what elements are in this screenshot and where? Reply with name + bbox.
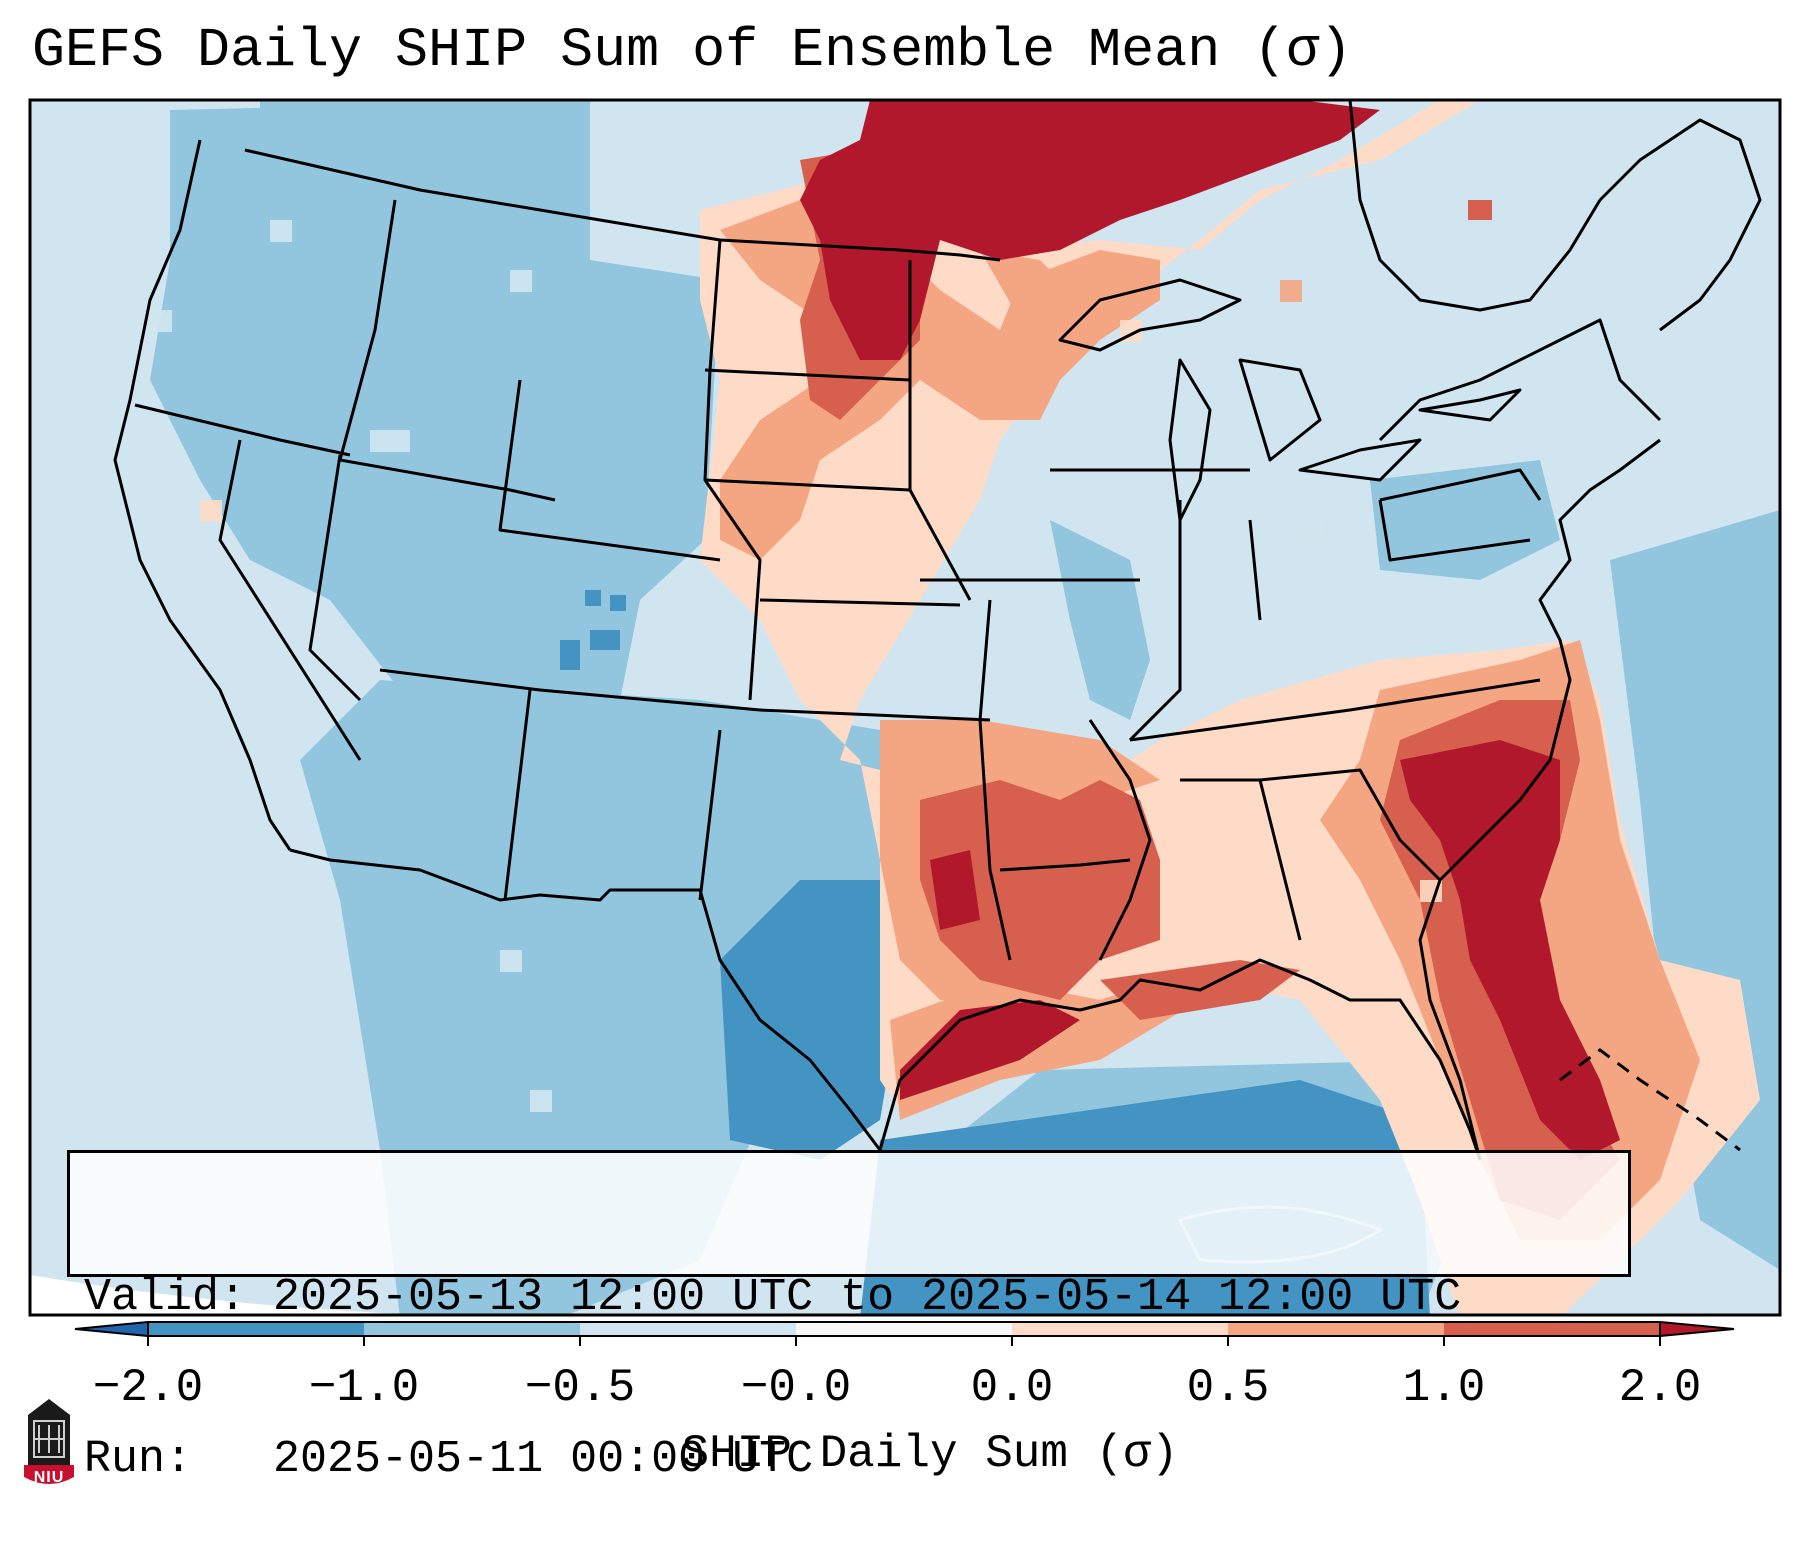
colorbar-tick-label: −0.0 bbox=[740, 1362, 852, 1414]
valid-run-info-box: Valid: 2025-05-13 12:00 UTC to 2025-05-1… bbox=[67, 1150, 1631, 1485]
map-panel bbox=[30, 100, 1780, 1315]
political-boundaries bbox=[113, 100, 1762, 1161]
field-texture bbox=[150, 220, 1442, 1112]
texas-coast-dark-red bbox=[900, 1000, 1080, 1100]
colorbar-tick-label: −0.5 bbox=[524, 1362, 636, 1414]
valid-time-text: Valid: 2025-05-13 12:00 UTC to 2025-05-1… bbox=[84, 1272, 1462, 1323]
colorbar-tick-label: 1.0 bbox=[1402, 1362, 1486, 1414]
north-central-dark-red bbox=[800, 100, 1380, 360]
pennsylvania-field bbox=[1370, 460, 1560, 580]
colorbar bbox=[74, 1320, 1735, 1346]
texas-dark-field bbox=[720, 880, 900, 1160]
run-time-text: Run: 2025-05-11 00:00 UTC bbox=[84, 1434, 814, 1485]
colorbar-tick-label: 0.5 bbox=[1186, 1362, 1270, 1414]
colorbar-tick-label: 0.0 bbox=[970, 1362, 1054, 1414]
logo-text: NIU bbox=[33, 1469, 65, 1486]
southern-red bbox=[920, 780, 1160, 1000]
southeast-coast-dark-red bbox=[1400, 740, 1620, 1160]
projection-edge bbox=[30, 1275, 424, 1315]
colorbar-tick-label: 2.0 bbox=[1618, 1362, 1702, 1414]
map-figure bbox=[28, 98, 1782, 1346]
colorbar-label: SHIP Daily Sum (σ) bbox=[681, 1428, 1179, 1480]
map-frame bbox=[28, 98, 1782, 1317]
west-field-1 bbox=[150, 100, 720, 720]
colorbar-ticks bbox=[147, 1336, 1661, 1346]
island-outlines bbox=[1559, 1048, 1741, 1152]
colorbar-tick-label: −1.0 bbox=[308, 1362, 420, 1414]
niu-logo-icon: NIU bbox=[20, 1395, 78, 1491]
chart-title: GEFS Daily SHIP Sum of Ensemble Mean (σ) bbox=[32, 19, 1353, 82]
colorbar-extend-max bbox=[1659, 1320, 1735, 1338]
colorbar-tick-label: −2.0 bbox=[92, 1362, 204, 1414]
illinois-field bbox=[1050, 520, 1150, 720]
